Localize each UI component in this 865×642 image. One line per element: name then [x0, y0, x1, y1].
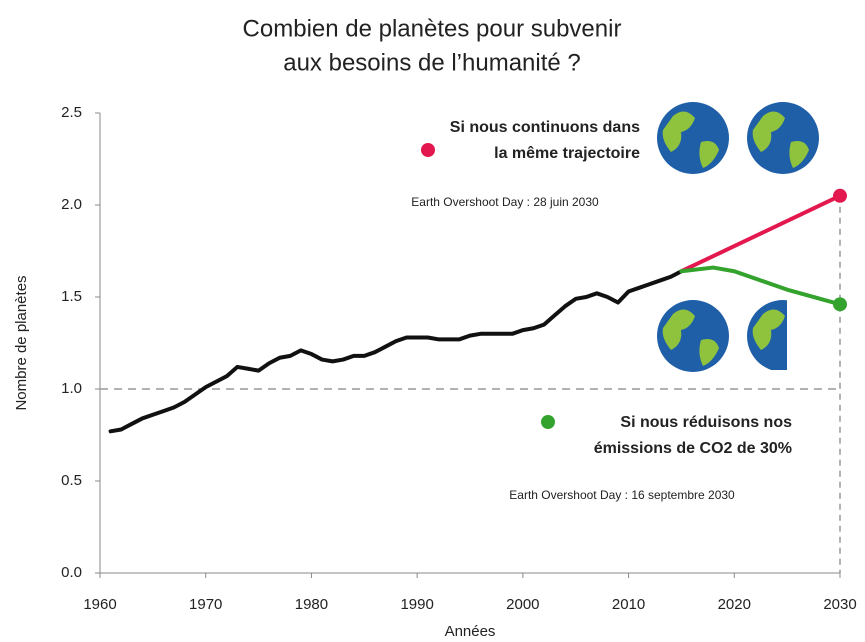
- annotation-label: Si nous réduisons nos: [620, 414, 792, 431]
- y-tick-label: 2.0: [61, 196, 82, 213]
- y-tick-label: 1.0: [61, 380, 82, 397]
- x-tick-label: 2010: [612, 596, 645, 613]
- globe: [657, 102, 729, 174]
- y-tick-label: 0.0: [61, 564, 82, 581]
- annotation-label: Si nous continuons dans: [450, 119, 640, 136]
- annotation-note: Earth Overshoot Day : 28 juin 2030: [411, 195, 599, 209]
- globe: [657, 300, 729, 372]
- x-tick-label: 2030: [823, 596, 856, 613]
- annotation-dot: [421, 143, 435, 157]
- annotation-note: Earth Overshoot Day : 16 septembre 2030: [509, 488, 735, 502]
- x-tick-label: 2020: [718, 596, 751, 613]
- end-point: [833, 188, 847, 203]
- x-tick-label: 2000: [506, 596, 539, 613]
- chart-title: Combien de planètes pour subvenir: [243, 15, 622, 42]
- end-point: [833, 297, 847, 312]
- series-line: [679, 193, 842, 274]
- y-tick-label: 0.5: [61, 472, 82, 489]
- chart-title: aux besoins de l’humanité ?: [283, 49, 581, 76]
- x-tick-label: 1960: [83, 596, 116, 613]
- annotation-label: émissions de CO2 de 30%: [594, 440, 792, 457]
- x-tick-label: 1980: [295, 596, 328, 613]
- x-axis-label: Années: [445, 623, 496, 640]
- annotation-label: la même trajectoire: [494, 145, 640, 162]
- globe-icons: [657, 102, 819, 372]
- x-tick-label: 1970: [189, 596, 222, 613]
- annotation-dot: [541, 415, 555, 429]
- y-axis-label: Nombre de planètes: [13, 275, 30, 410]
- y-tick-label: 2.5: [61, 104, 82, 121]
- series-line: [679, 265, 842, 307]
- series-line: [108, 269, 684, 434]
- y-tick-label: 1.5: [61, 288, 82, 305]
- half-globe: [747, 300, 787, 370]
- globe: [747, 102, 819, 174]
- x-tick-label: 1990: [400, 596, 433, 613]
